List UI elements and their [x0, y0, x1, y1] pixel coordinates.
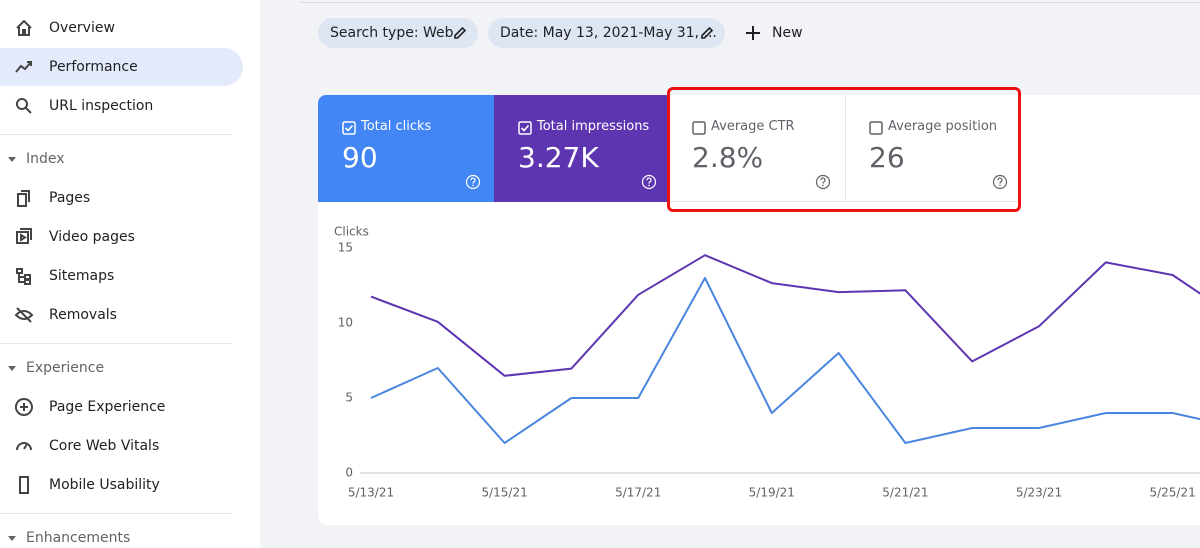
chip-label: Date: May 13, 2021-May 31, ... [500, 25, 717, 41]
metric-value: 26 [869, 141, 905, 174]
nav-item[interactable]: Removals [49, 307, 117, 323]
metric-label: Average CTR [711, 119, 795, 134]
y-tick-label: 5 [345, 391, 353, 405]
highlight-box [667, 87, 1021, 212]
x-tick-label: 5/13/21 [348, 486, 394, 500]
nav-icon [14, 436, 34, 456]
checkbox-icon [342, 121, 356, 135]
nav-icon [14, 18, 34, 38]
nav-item[interactable]: Page Experience [49, 399, 166, 415]
divider [0, 513, 232, 514]
help-icon [465, 174, 481, 190]
checkbox [692, 120, 706, 135]
nav-item[interactable]: Pages [49, 190, 91, 206]
series-line [370, 254, 1200, 377]
metric-card[interactable]: Total clicks 90 [318, 95, 494, 202]
y-tick-label: 10 [338, 316, 353, 330]
divider [0, 134, 232, 135]
icon [15, 61, 32, 73]
checkbox-icon [869, 121, 883, 135]
nav-icon [14, 188, 34, 208]
nav-item[interactable]: Sitemaps [49, 268, 115, 284]
nav-icon [14, 475, 34, 495]
help-glyph [641, 174, 657, 190]
edit-icon [454, 26, 467, 39]
x-tick-label: 5/15/21 [481, 486, 527, 500]
section-title[interactable]: Index [26, 151, 65, 167]
icon [14, 307, 34, 323]
active-pill [0, 48, 243, 86]
nav-icon [14, 96, 34, 116]
nav-item[interactable]: Video pages [49, 229, 135, 245]
nav-item[interactable]: Mobile Usability [49, 477, 160, 493]
nav-item[interactable]: Core Web Vitals [49, 438, 160, 454]
y-tick-label: 0 [345, 466, 353, 480]
section-arrow [8, 536, 16, 541]
edit-icon [701, 26, 714, 39]
section-title[interactable]: Enhancements [26, 530, 131, 546]
checkbox [869, 120, 883, 135]
top-border [300, 2, 1200, 3]
help-icon [641, 174, 657, 190]
metric-value: 2.8% [692, 141, 764, 174]
nav-icon [14, 397, 34, 417]
series-line [370, 277, 1200, 444]
plus-icon [746, 26, 760, 40]
icon [15, 98, 32, 114]
icon [16, 268, 31, 285]
metric-label: Total clicks [361, 119, 432, 134]
metric-value: 3.27K [518, 141, 599, 174]
icon [16, 442, 32, 451]
section-arrow [8, 366, 16, 371]
icon [16, 19, 32, 36]
nav-item[interactable]: Overview [49, 20, 115, 36]
y-axis-label: Clicks [334, 225, 369, 239]
chip-label: Search type: Web [330, 25, 454, 41]
nav-item[interactable]: URL inspection [49, 98, 154, 114]
x-tick-label: 5/19/21 [749, 486, 795, 500]
new-button[interactable]: New [744, 24, 803, 42]
help-glyph [465, 174, 481, 190]
metric-card[interactable]: Total impressions 3.27K [494, 95, 668, 202]
x-tick-label: 5/17/21 [615, 486, 661, 500]
icon [15, 398, 33, 416]
checkbox-icon [692, 121, 706, 135]
new-label: New [772, 25, 803, 41]
nav-icon [14, 57, 34, 77]
help-glyph [992, 174, 1008, 190]
nav-icon [14, 227, 34, 247]
help-glyph [815, 174, 831, 190]
filter-chip[interactable]: Date: May 13, 2021-May 31, ... [488, 18, 725, 48]
y-tick-label: 15 [338, 241, 353, 255]
metric-card[interactable]: Average CTR 2.8% [668, 95, 845, 202]
metric-divider [668, 201, 1020, 202]
metric-label: Total impressions [537, 119, 650, 134]
icon [17, 190, 30, 207]
help-icon [815, 174, 831, 190]
icon [16, 228, 32, 244]
x-tick-label: 5/21/21 [882, 486, 928, 500]
nav-icon [14, 305, 34, 325]
icon [19, 476, 29, 494]
section-title[interactable]: Experience [26, 360, 105, 376]
checkbox [342, 120, 356, 135]
help-icon [992, 174, 1008, 190]
sidebar: Overview Performance URL inspection Index Pa… [0, 0, 260, 548]
metric-card[interactable]: Average position 26 [845, 95, 1020, 202]
x-tick-label: 5/23/21 [1016, 486, 1062, 500]
nav-item[interactable]: Performance [49, 59, 138, 75]
chart: Clicks 0 5 10 15 5/13/21 5/15/21 5/17/21 5/19/2… [334, 225, 1200, 500]
filter-chip[interactable]: Search type: Web [318, 18, 478, 48]
section-arrow [8, 157, 16, 162]
metric-value: 90 [342, 141, 378, 174]
divider [0, 343, 232, 344]
metric-divider [845, 95, 846, 202]
nav-icon [14, 266, 34, 286]
checkbox-icon [518, 121, 532, 135]
metric-label: Average position [888, 119, 998, 134]
checkbox [518, 120, 532, 135]
x-tick-label: 5/25/21 [1149, 486, 1195, 500]
